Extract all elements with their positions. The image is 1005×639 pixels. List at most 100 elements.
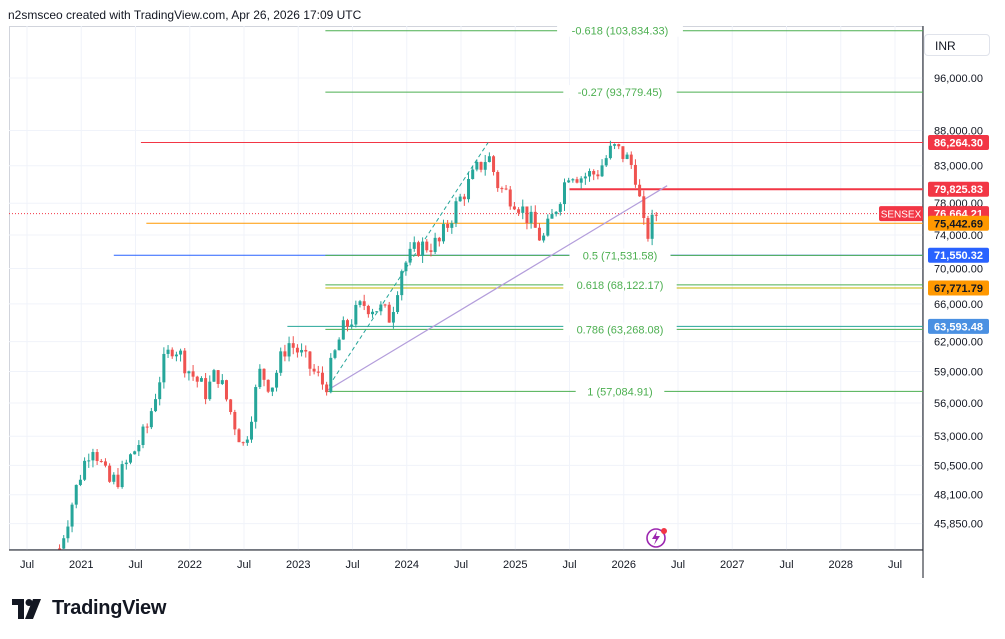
candle <box>354 300 358 328</box>
candle <box>250 416 254 443</box>
candle-body <box>517 209 521 213</box>
candle-body <box>617 144 621 147</box>
candle-body <box>579 178 583 183</box>
fib-label-bg <box>563 322 677 336</box>
candle-body <box>416 242 420 256</box>
candle-body <box>596 174 600 177</box>
candle <box>245 436 249 446</box>
candle <box>204 372 208 405</box>
candle-body <box>287 343 291 357</box>
candle <box>492 155 496 176</box>
candle <box>191 365 195 381</box>
candle <box>471 166 475 180</box>
price-label-text: 71,550.32 <box>934 250 983 262</box>
candle-body <box>266 379 270 392</box>
candle <box>404 260 408 276</box>
candle-body <box>379 304 383 312</box>
candle-body <box>408 248 412 263</box>
candle-body <box>87 460 91 462</box>
candle-body <box>66 526 70 539</box>
candle-body <box>441 224 445 242</box>
candle-body <box>341 320 345 340</box>
x-tick-label: 2024 <box>395 559 419 571</box>
candle-body <box>504 188 508 190</box>
candle <box>149 407 153 430</box>
candle-body <box>354 304 358 325</box>
price-label-text: 67,771.79 <box>934 283 983 295</box>
candle <box>350 319 354 329</box>
candle <box>416 240 420 257</box>
candle <box>103 458 107 468</box>
candle-body <box>521 206 525 213</box>
flash-icon[interactable] <box>646 528 667 548</box>
candle <box>229 398 233 415</box>
candle-body <box>550 214 554 219</box>
y-tick-label: 96,000.00 <box>934 73 983 85</box>
candle <box>467 172 471 203</box>
candle-body <box>320 372 324 385</box>
candle-body <box>646 218 650 239</box>
candle <box>638 179 642 197</box>
candle-body <box>183 350 187 374</box>
candle <box>379 301 383 316</box>
candle <box>91 448 95 468</box>
candle-body <box>404 262 408 272</box>
candle-body <box>588 171 592 177</box>
candle <box>475 159 479 172</box>
candle <box>262 368 266 387</box>
candle <box>337 337 341 351</box>
candle <box>533 205 537 228</box>
candle <box>588 168 592 182</box>
x-tick-label: 2025 <box>503 559 527 571</box>
candle <box>487 152 491 163</box>
candle <box>642 190 646 225</box>
candle-body <box>608 145 612 159</box>
candle <box>412 236 416 252</box>
x-tick-label: 2021 <box>69 559 93 571</box>
candle <box>133 450 137 455</box>
price-label-bg <box>928 247 989 263</box>
candle <box>220 374 224 386</box>
candle-body <box>592 171 596 175</box>
candle-body <box>250 421 254 440</box>
candle-body <box>108 465 112 482</box>
candle-body <box>633 164 637 185</box>
chart-header: n2smsceo created with TradingView.com, A… <box>8 8 362 22</box>
candle-body <box>216 370 220 384</box>
candle-body <box>391 312 395 323</box>
candle <box>266 379 270 394</box>
fib-level-label: -0.618 (103,834.33) <box>572 26 669 38</box>
x-tick-label: Jul <box>888 559 902 571</box>
price-label-text: 86,264.30 <box>934 137 983 149</box>
fib-label-bg <box>569 248 671 262</box>
fib-label-bg <box>575 384 665 398</box>
candle <box>537 223 541 241</box>
tradingview-logo[interactable]: TradingView <box>12 597 166 620</box>
candle <box>437 236 441 247</box>
candle-body <box>496 171 500 189</box>
candle-body <box>333 350 337 358</box>
candle-body <box>103 461 107 466</box>
candle <box>295 344 299 358</box>
price-label-bg <box>928 181 989 197</box>
candle-body <box>304 349 308 352</box>
candle-body <box>325 384 329 393</box>
candle <box>99 458 103 463</box>
candle <box>304 345 308 358</box>
candle-body <box>78 479 82 485</box>
candle <box>329 353 333 394</box>
candle <box>604 155 608 167</box>
y-tick-label: 70,000.00 <box>934 263 983 275</box>
candle-body <box>604 158 608 166</box>
price-label: 79,825.83 <box>928 181 989 197</box>
candle <box>400 269 404 301</box>
candle <box>504 184 508 191</box>
candle <box>162 347 166 389</box>
candle <box>66 520 70 543</box>
candle-body <box>158 382 162 400</box>
candle <box>596 170 600 180</box>
candle <box>550 209 554 219</box>
candle-body <box>116 474 120 488</box>
currency-selector[interactable]: INR <box>924 34 990 56</box>
